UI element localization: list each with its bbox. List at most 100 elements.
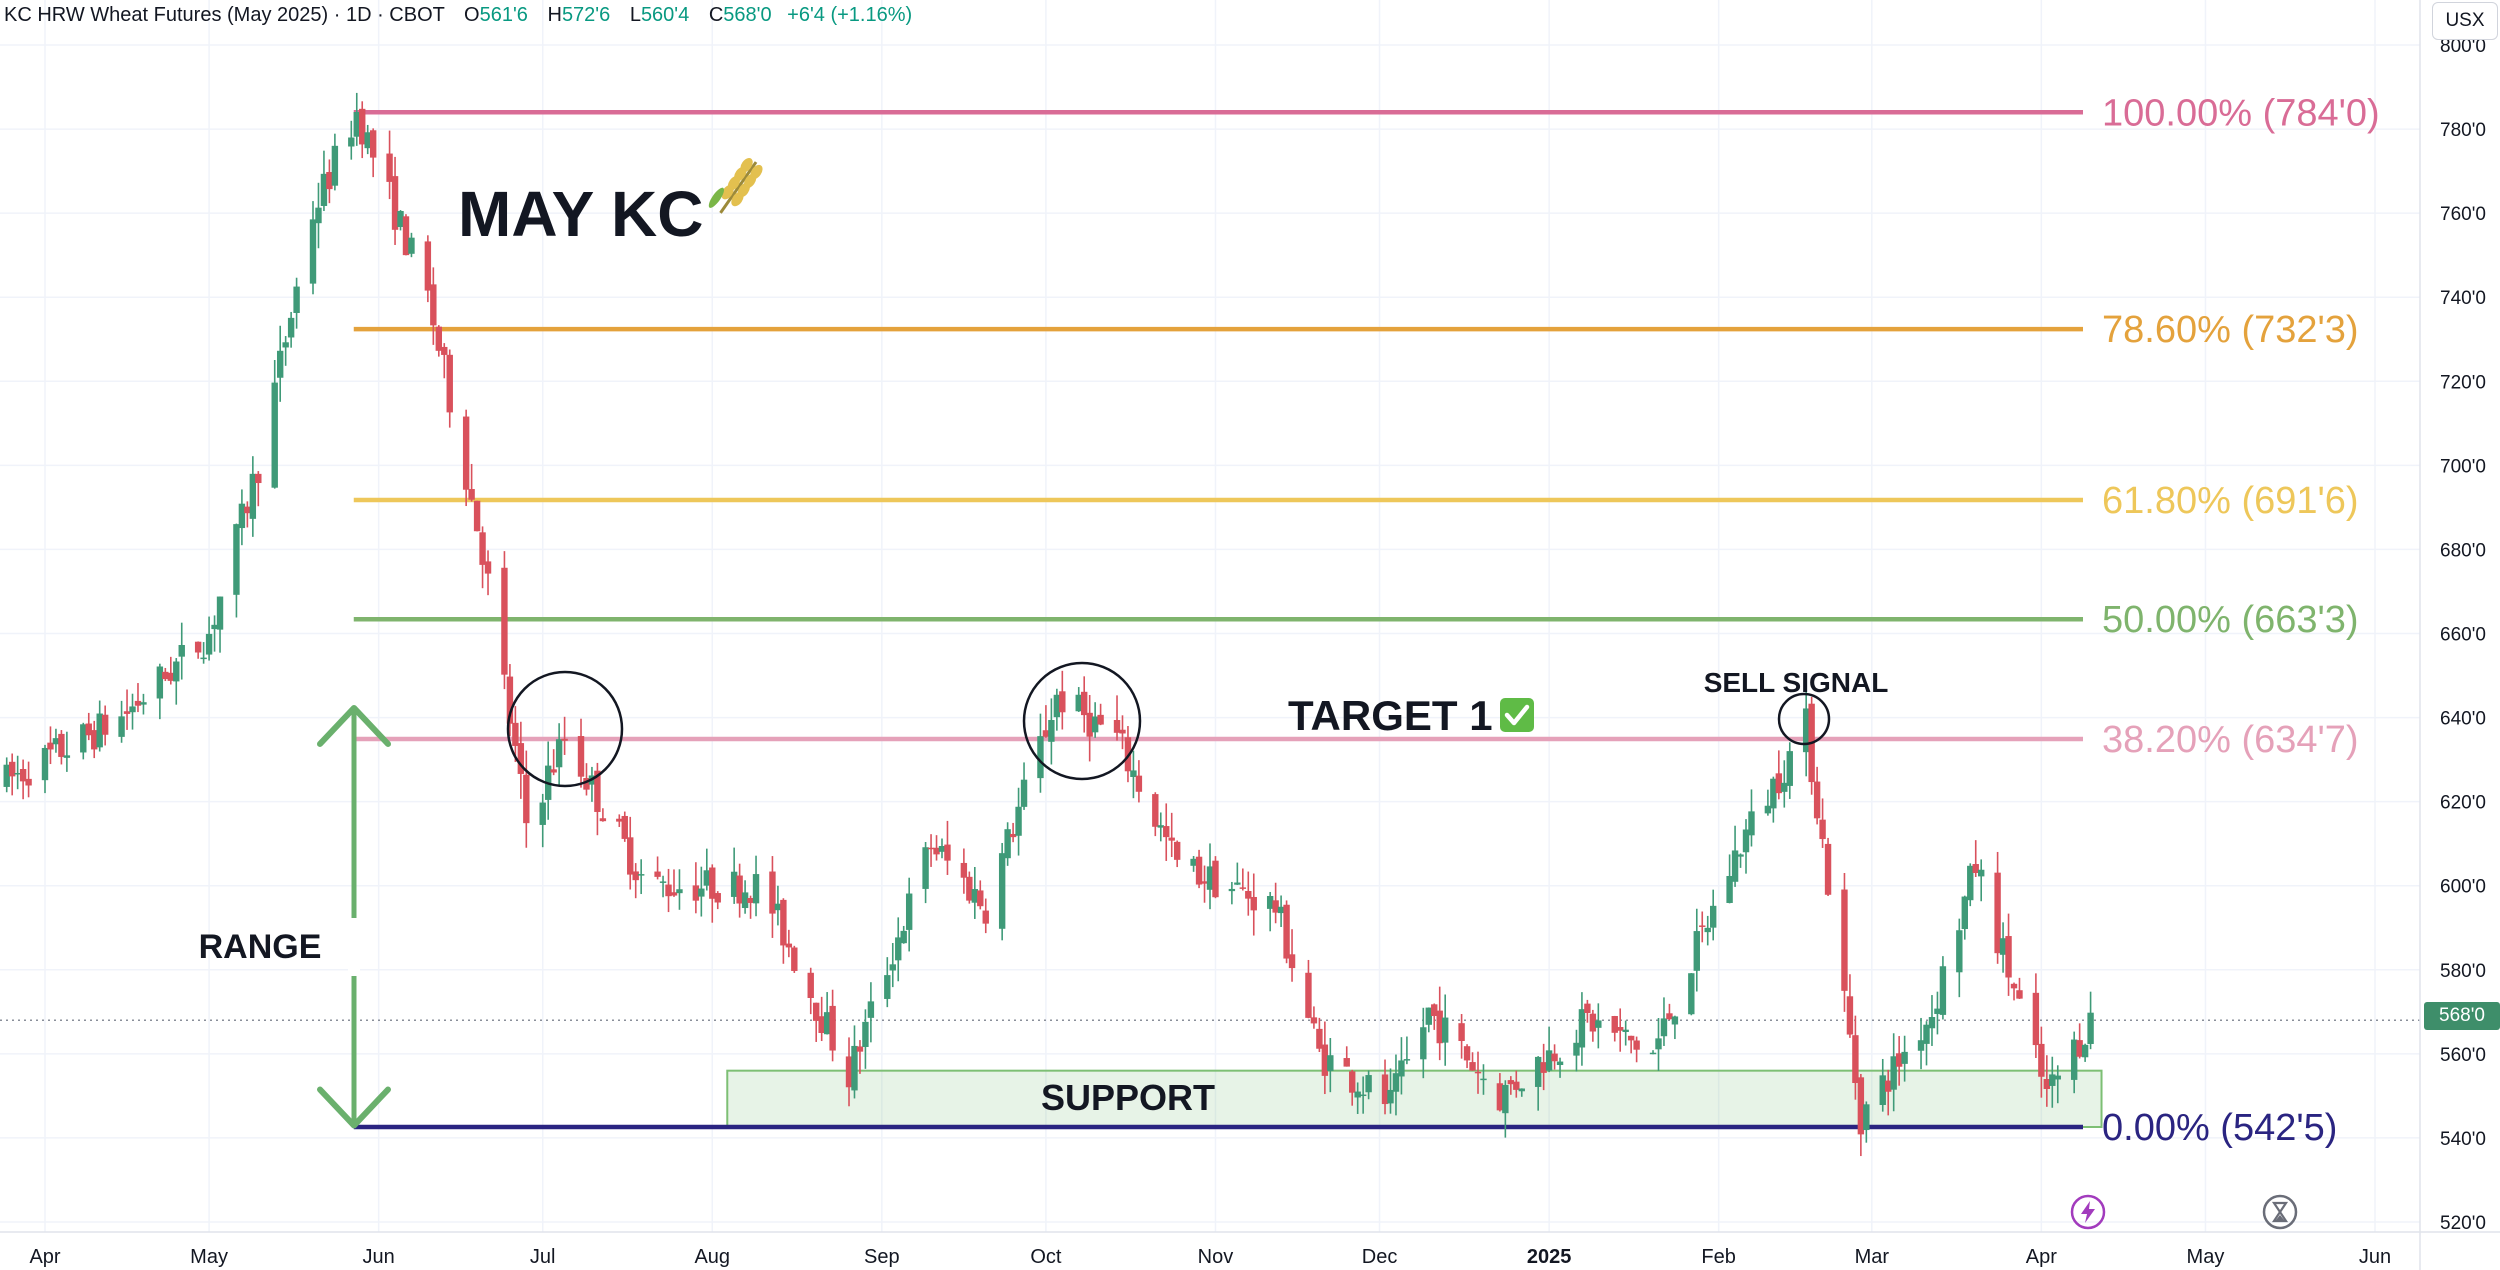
candle-body (162, 671, 169, 680)
candle-body (1786, 751, 1793, 786)
candle-body (134, 700, 142, 706)
y-tick-label: 560'0 (2440, 1045, 2486, 1066)
candle-body (1923, 1024, 1930, 1044)
candle-body (2010, 983, 2018, 989)
candle-body (386, 153, 393, 182)
candle-body (1934, 1008, 1941, 1014)
candle-body (769, 871, 776, 914)
candle-body (1534, 1056, 1542, 1087)
candle-body (676, 889, 683, 894)
candle-body (791, 947, 798, 971)
y-axis: 520'0 540'0 560'0 580'0 600'0 620'0 640'0 660'0… (2419, 0, 2486, 1270)
open-value: 561'6 (479, 4, 528, 26)
candle-body (1518, 1088, 1525, 1092)
candle-body (1824, 843, 1832, 895)
candle-body (922, 847, 929, 889)
candle-body (1901, 1051, 1908, 1064)
candle-body (391, 176, 399, 230)
close-label: C (708, 4, 724, 26)
candle-body (1649, 1052, 1657, 1055)
candle-body (473, 500, 481, 532)
y-tick-label: 700'0 (2440, 456, 2486, 477)
candle-body (47, 742, 54, 750)
candle-body (577, 736, 585, 777)
candle-body (1813, 781, 1821, 819)
symbol-title[interactable]: KC HRW Wheat Futures (May 2025) · 1D · C… (4, 4, 445, 26)
candle-body (905, 893, 913, 930)
low-value: 560'4 (640, 4, 690, 26)
y-tick-label: 760'0 (2440, 204, 2486, 225)
candle-body (1321, 1044, 1329, 1076)
currency-button[interactable]: USX (2432, 2, 2498, 40)
candle-body (703, 870, 711, 886)
y-tick-label: 660'0 (2440, 625, 2486, 646)
candle-body (52, 738, 60, 745)
candle-body (1458, 1023, 1465, 1042)
hourglass-icon[interactable] (2261, 1193, 2299, 1231)
candle-body (441, 346, 448, 355)
candle-body (1135, 775, 1143, 792)
candle-body (1277, 906, 1285, 914)
candle-body (741, 892, 749, 909)
chart-grid (0, 0, 2420, 1232)
candle-body (1573, 1042, 1580, 1056)
candle-body (1015, 806, 1022, 836)
x-tick-label: Aug (694, 1246, 730, 1268)
candle-body (709, 867, 716, 899)
candle-body (659, 881, 667, 883)
candle-body (1857, 1077, 1865, 1135)
x-tick-label: Apr (29, 1246, 60, 1268)
wheat-icon (708, 158, 763, 214)
candle-body (8, 761, 16, 777)
candle-body (233, 524, 240, 595)
candle-body (2081, 1044, 2089, 1058)
candle-body (730, 871, 738, 897)
x-tick-label: Jun (363, 1246, 395, 1268)
candle-body (889, 964, 896, 971)
target-annotation: TARGET 1 (1288, 692, 1493, 739)
fib-label: 61.80% (691'6) (2102, 480, 2359, 522)
y-tick-label: 680'0 (2440, 540, 2486, 561)
wheat-grain (731, 191, 744, 207)
candle-body (1731, 850, 1739, 882)
x-tick-label: Sep (864, 1246, 900, 1268)
candle-body (1009, 833, 1017, 838)
candle-body (1852, 1035, 1859, 1084)
candle-body (1589, 1013, 1597, 1032)
wheat-stem (719, 161, 758, 214)
candle-body (249, 473, 257, 519)
candle-body (1436, 1010, 1443, 1044)
candle-body (1206, 866, 1214, 890)
candle-body (632, 871, 639, 881)
candle-body (435, 326, 443, 351)
y-tick-label: 780'0 (2440, 120, 2486, 141)
last-price-label: 568'0 (2424, 1002, 2500, 1030)
y-tick-label: 720'0 (2440, 372, 2486, 393)
candle-body (1234, 882, 1241, 885)
candle-body (550, 769, 557, 773)
candle-body (1890, 1056, 1897, 1090)
candle-body (1770, 778, 1777, 809)
candle-body (1288, 954, 1296, 969)
lightning-icon[interactable] (2069, 1193, 2107, 1231)
candle-body (1742, 829, 1750, 853)
candle-body (282, 342, 289, 348)
candle-body (698, 888, 705, 897)
candle-body (523, 774, 530, 824)
y-tick-label: 520'0 (2440, 1213, 2486, 1234)
candle-body (1819, 819, 1826, 840)
candle-body (1551, 1053, 1558, 1062)
candle-body (129, 706, 136, 713)
candle-body (2016, 990, 2023, 999)
candle-body (818, 1016, 825, 1033)
fib-label: 0.00% (542'5) (2102, 1107, 2337, 1149)
candle-body (1310, 1017, 1318, 1024)
candle-body (364, 132, 371, 149)
candle-body (91, 730, 98, 750)
candle-body (1496, 1083, 1504, 1111)
candle-body (1420, 1027, 1427, 1060)
candle-body (315, 207, 322, 224)
candle-body (1354, 1091, 1361, 1098)
x-axis: Apr May Jun Jul Aug Sep Oct Nov Dec 2025 Feb Mar Apr… (0, 1231, 2500, 1268)
